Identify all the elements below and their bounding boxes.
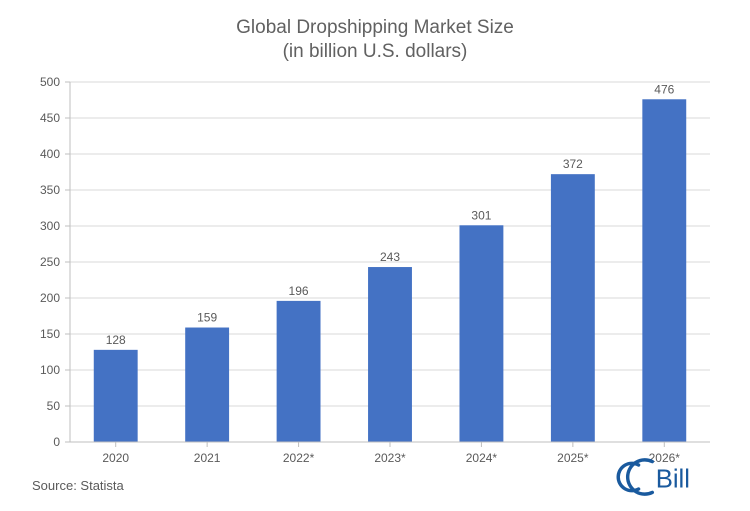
ytick-label: 100 (40, 363, 60, 377)
bar (642, 99, 686, 442)
bar-value-label: 476 (654, 82, 674, 96)
ccbill-logo-text: Bill (656, 465, 690, 493)
xtick-label: 2020 (102, 451, 129, 465)
bar (185, 328, 229, 442)
bar-value-label: 159 (197, 311, 217, 325)
ytick-label: 200 (40, 291, 60, 305)
xtick-label: 2024* (466, 451, 498, 465)
ytick-label: 250 (40, 255, 60, 269)
bar (551, 174, 595, 442)
chart-svg: 050100150200250300350400450500 128159196… (70, 82, 710, 442)
bar-value-label: 301 (471, 208, 491, 222)
bar-value-label: 196 (289, 284, 309, 298)
chart-container: Global Dropshipping Market Size (in bill… (0, 0, 750, 511)
ytick-label: 0 (53, 435, 60, 449)
bar-value-label: 372 (563, 157, 583, 171)
chart-title-line1: Global Dropshipping Market Size (0, 16, 750, 40)
xtick-label: 2022* (283, 451, 315, 465)
ytick-label: 50 (47, 399, 61, 413)
bar (368, 267, 412, 442)
xtick-label: 2025* (557, 451, 589, 465)
bar-value-label: 243 (380, 250, 400, 264)
bar (459, 225, 503, 442)
ytick-label: 150 (40, 327, 60, 341)
chart-xticks: 202020212022*2023*2024*2025*2026* (102, 442, 680, 465)
ytick-label: 400 (40, 147, 60, 161)
bar-value-label: 128 (106, 333, 126, 347)
ytick-label: 300 (40, 219, 60, 233)
bar (277, 301, 321, 442)
chart-yticks: 0 50 100 150 200 250 300 350 400 450 500 (40, 75, 70, 449)
chart-plot-area: 050100150200250300350400450500 128159196… (70, 82, 710, 442)
xtick-label: 2021 (194, 451, 221, 465)
chart-title-line2: (in billion U.S. dollars) (0, 40, 750, 64)
xtick-label: 2023* (374, 451, 406, 465)
ytick-label: 350 (40, 183, 60, 197)
ccbill-logo-svg: Bill (606, 453, 726, 501)
bar (94, 350, 138, 442)
ytick-label: 450 (40, 111, 60, 125)
ccbill-logo: Bill (606, 453, 726, 501)
ytick-label: 500 (40, 75, 60, 89)
chart-source: Source: Statista (32, 478, 124, 493)
chart-title: Global Dropshipping Market Size (in bill… (0, 16, 750, 64)
